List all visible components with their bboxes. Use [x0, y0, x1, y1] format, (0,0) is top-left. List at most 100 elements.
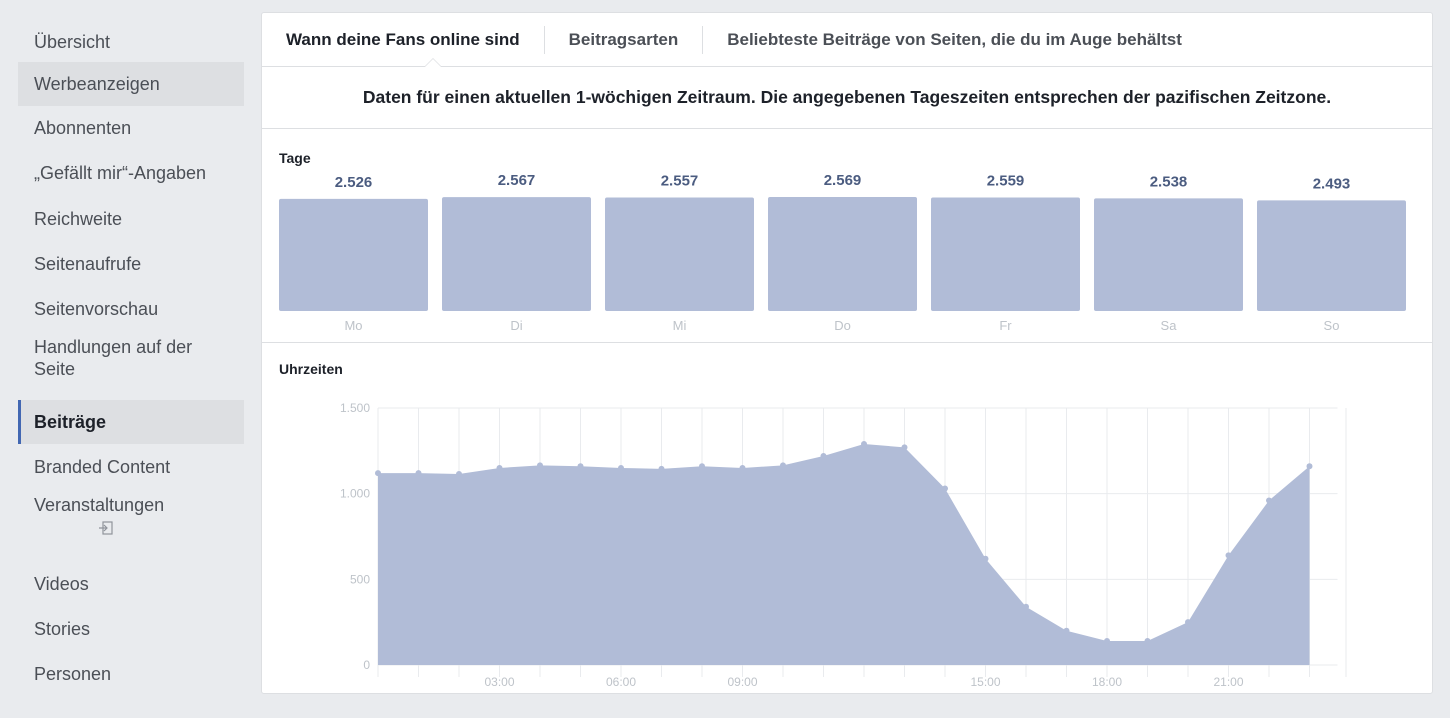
day-bar[interactable] [768, 197, 917, 311]
hours-area-series[interactable] [378, 443, 1310, 665]
sidebar-item[interactable]: Personen [18, 652, 244, 696]
sidebar-item-label: Videos [34, 574, 89, 594]
sidebar-item[interactable]: Branded Content [18, 444, 244, 490]
tab-post-types[interactable]: Beitragsarten [568, 29, 679, 49]
tab-fans-online[interactable]: Wann deine Fans online sind [286, 29, 520, 49]
hour-data-point[interactable] [1306, 463, 1313, 470]
hour-data-point[interactable] [577, 463, 584, 470]
day-bar[interactable] [279, 198, 428, 311]
day-bar[interactable] [442, 197, 591, 311]
tab-top-posts-watched-pages[interactable]: Beliebteste Beiträge von Seiten, die du … [727, 29, 1182, 49]
sidebar-nav: Übersicht Werbeanzeigen Abonnenten „Gefällt… [18, 22, 244, 696]
day-bar[interactable] [1257, 200, 1406, 311]
sidebar-item-content: Videos [34, 573, 89, 595]
sidebar-item-label: Abonnenten [34, 118, 132, 138]
day-category-label: Mi [673, 318, 687, 333]
sidebar-item[interactable]: Seitenvorschau [18, 286, 244, 332]
hour-data-point[interactable] [537, 462, 543, 469]
y-tick-label: 1.000 [340, 487, 370, 501]
sidebar-item-label: „Gefällt mir“-Angaben [34, 163, 207, 183]
hour-data-point[interactable] [901, 444, 908, 451]
hour-data-point[interactable] [739, 464, 746, 471]
hours-chart-section: Uhrzeiten 0 500 1.000 1.500 03:00 06:00 09:00 1… [262, 343, 1432, 693]
hour-data-point[interactable] [1023, 603, 1029, 610]
sidebar-item[interactable]: Stories [18, 606, 244, 652]
sidebar-item-content: Stories [34, 618, 90, 640]
day-category-label: Fr [999, 318, 1012, 333]
day-category-label: Mo [344, 318, 362, 333]
hour-data-point[interactable] [942, 485, 948, 492]
day-value-label: 2.559 [987, 172, 1025, 189]
y-tick-label: 0 [363, 658, 370, 672]
hour-data-point[interactable] [780, 462, 786, 469]
sidebar-item[interactable]: Reichweite [18, 196, 244, 242]
x-tick-label: 03:00 [484, 675, 514, 689]
tab-divider [702, 25, 704, 54]
sidebar-item[interactable]: „Gefällt mir“-Angaben [18, 150, 244, 196]
insights-panel: Wann deine Fans online sind Beitragsarte… [261, 12, 1433, 694]
hour-data-point[interactable] [658, 465, 665, 472]
hour-data-point[interactable] [1144, 638, 1151, 645]
hour-data-point[interactable] [699, 463, 705, 470]
hour-data-point[interactable] [861, 440, 867, 447]
hour-data-point[interactable] [1185, 619, 1191, 626]
sidebar-item-content: Branded Content [34, 456, 170, 478]
sidebar-item-label: Branded Content [34, 457, 171, 477]
day-bar[interactable] [605, 197, 754, 311]
sidebar-item-content: Handlungen auf der Seite [34, 336, 234, 380]
days-bar-chart: 2.526 Mo 2.567 Di 2.557 Mi 2.569 Do 2.559 Fr 2.538… [279, 172, 1406, 333]
sidebar-item[interactable]: Seitenaufrufe [18, 242, 244, 286]
sidebar-item-content: Personen [34, 663, 111, 685]
sidebar-item[interactable]: Abonnenten [18, 106, 244, 150]
hours-area-chart: 0 500 1.000 1.500 03:00 06:00 09:00 15:00 18:00 2… [340, 401, 1347, 689]
external-link-icon[interactable] [98, 520, 114, 536]
hour-data-point[interactable] [1063, 627, 1070, 634]
sidebar-item-label: Veranstaltungen [34, 495, 165, 515]
hour-data-point[interactable] [1225, 552, 1232, 559]
period-description: Daten für einen aktuellen 1-wöchigen Zei… [262, 67, 1432, 129]
day-value-label: 2.493 [1313, 175, 1351, 192]
y-tick-label: 1.500 [340, 401, 370, 415]
sidebar-item-content: Seitenaufrufe [34, 253, 141, 275]
sidebar-item[interactable]: Handlungen auf der Seite [18, 332, 244, 400]
hour-data-point[interactable] [496, 464, 503, 471]
day-value-label: 2.557 [661, 173, 699, 190]
sidebar-item-label: Seitenvorschau [34, 299, 159, 319]
tab-divider [543, 25, 545, 54]
day-bar[interactable] [1094, 198, 1243, 311]
hour-data-point[interactable] [618, 464, 624, 471]
sidebar-item[interactable]: Veranstaltungen [18, 490, 244, 562]
x-tick-label: 15:00 [970, 675, 1000, 689]
sidebar-item-label: Handlungen auf der Seite [34, 337, 193, 379]
day-category-label: So [1324, 318, 1340, 333]
sidebar-item-content: Seitenvorschau [34, 298, 158, 320]
hour-data-point[interactable] [456, 470, 462, 477]
sidebar-item[interactable]: Werbeanzeigen [18, 62, 244, 106]
sidebar-item-label: Übersicht [34, 32, 111, 52]
days-chart-section: Tage 2.526 Mo 2.567 Di 2.557 Mi 2.569 Do 2.559 Fr… [262, 131, 1432, 343]
x-tick-label: 18:00 [1092, 675, 1122, 689]
hour-data-point[interactable] [820, 452, 827, 459]
sidebar-item-label: Reichweite [34, 209, 123, 229]
day-bar[interactable] [931, 197, 1080, 311]
day-category-label: Do [834, 318, 851, 333]
tab-bar: Wann deine Fans online sind Beitragsarte… [262, 13, 1432, 67]
hour-data-point[interactable] [1104, 638, 1110, 645]
hour-data-point[interactable] [1266, 497, 1272, 504]
active-tab-caret [424, 58, 442, 67]
sidebar-item[interactable]: Beiträge [18, 400, 244, 444]
day-value-label: 2.538 [1150, 173, 1188, 190]
day-category-label: Sa [1161, 318, 1178, 333]
hour-data-point[interactable] [982, 555, 989, 562]
hours-chart-title: Uhrzeiten [279, 361, 343, 377]
sidebar-item[interactable]: Übersicht [18, 22, 244, 62]
day-category-label: Di [510, 318, 522, 333]
sidebar-item[interactable]: Videos [18, 562, 244, 606]
sidebar-item-label: Beiträge [34, 412, 107, 432]
hour-data-point[interactable] [415, 470, 422, 477]
day-value-label: 2.569 [824, 172, 862, 189]
day-value-label: 2.567 [498, 172, 536, 189]
x-tick-label: 06:00 [606, 675, 636, 689]
sidebar-item-label: Personen [34, 664, 112, 684]
hour-data-point[interactable] [375, 470, 381, 477]
